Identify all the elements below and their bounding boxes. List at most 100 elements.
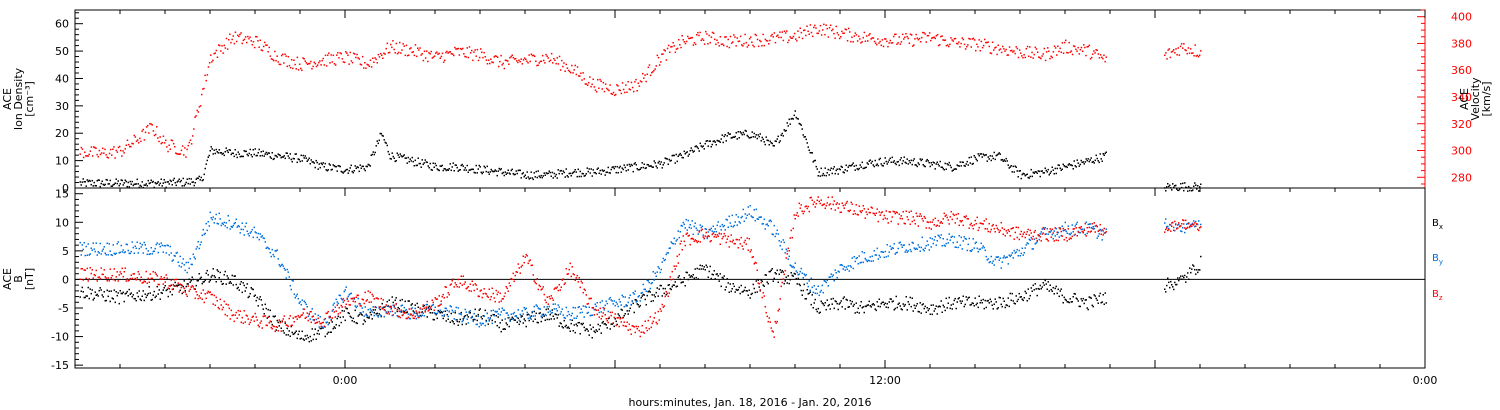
- top-series-velocity-point: [489, 62, 491, 65]
- top-series-velocity-point: [485, 59, 488, 61]
- bottom-series-by-point: [1040, 231, 1042, 233]
- bottom-series-bx-point: [350, 316, 352, 319]
- top-series-density-point: [699, 142, 701, 145]
- top-series-density-point: [153, 186, 155, 189]
- bottom-series-by-point: [551, 311, 553, 314]
- bottom-series-bx-point: [398, 308, 400, 310]
- bottom-series-bx-point: [128, 288, 130, 291]
- bottom-series-bx-point: [636, 303, 638, 305]
- top-series-density-point: [578, 175, 580, 178]
- bottom-series-bx-point: [94, 291, 96, 293]
- top-series-density-point: [936, 161, 938, 163]
- bottom-series-bx-point: [839, 302, 841, 304]
- top-series-velocity-point: [207, 66, 210, 68]
- bottom-series-bx-point: [351, 320, 353, 322]
- top-series-velocity-point: [761, 44, 763, 47]
- top-series-density-point: [917, 162, 919, 164]
- top-series-velocity-point: [433, 55, 436, 57]
- top-series-velocity-point: [774, 41, 777, 44]
- bottom-series-bx-point: [842, 297, 844, 300]
- bottom-series-bz-point: [341, 306, 343, 308]
- bottom-series-bz-point: [429, 307, 431, 309]
- bottom-series-bz-point: [496, 293, 498, 296]
- top-series-velocity-point: [122, 150, 124, 152]
- bottom-series-bz-point: [546, 296, 548, 298]
- bottom-series-by-point: [1087, 223, 1089, 226]
- bottom-series-by-point: [557, 304, 559, 306]
- bottom-series-bx-point: [1031, 290, 1033, 292]
- top-series-density-point: [830, 167, 832, 169]
- top-series-velocity-point: [564, 70, 566, 72]
- bottom-series-bz-point: [343, 299, 345, 302]
- bottom-series-bx-point: [342, 316, 344, 318]
- top-series-velocity-point: [725, 36, 727, 38]
- top-series-density-point: [336, 170, 338, 172]
- bottom-series-bx-point: [610, 323, 612, 325]
- bottom-series-by-point: [630, 304, 632, 306]
- bottom-series-by-point: [728, 215, 730, 218]
- bottom-series-by-point: [176, 251, 178, 254]
- bottom-series-bz-point: [705, 231, 707, 234]
- bottom-series-by-point: [687, 219, 689, 222]
- bottom-series-bx-point: [386, 300, 388, 303]
- top-series-velocity-point: [203, 87, 205, 90]
- bottom-series-bx-point: [764, 274, 766, 276]
- top-series-density-point: [204, 167, 206, 170]
- bottom-series-by-point: [839, 264, 841, 266]
- top-series-velocity-point: [944, 39, 947, 41]
- bottom-series-bz-point: [766, 315, 768, 318]
- bottom-series-by-point: [443, 314, 445, 316]
- bottom-series-bx-point: [957, 298, 959, 300]
- bottom-series-bz-point: [794, 218, 796, 220]
- top-series-velocity-point: [565, 63, 567, 66]
- top-series-density-point: [926, 158, 928, 161]
- top-series-density-point: [102, 183, 104, 186]
- top-series-velocity-point: [1098, 57, 1101, 59]
- bottom-series-by-point: [819, 291, 821, 293]
- top-series-density-point: [256, 154, 258, 157]
- top-series-velocity-point: [152, 130, 155, 132]
- bottom-series-by-point: [480, 324, 482, 326]
- bottom-series-by-point: [553, 308, 555, 310]
- top-series-velocity-point: [924, 33, 926, 35]
- bottom-series-bx-point: [447, 318, 449, 320]
- top-series-velocity-point: [508, 63, 510, 65]
- top-series-velocity-point: [181, 145, 184, 147]
- bottom-series-bx-point: [1002, 297, 1004, 300]
- bottom-series-by-point: [976, 247, 978, 250]
- bottom-series-by-point: [233, 222, 235, 225]
- bottom-series-bz-point: [396, 308, 398, 311]
- bottom-series-bx-point: [752, 283, 754, 286]
- bottom-series-bx-point: [134, 298, 136, 300]
- bottom-series-by-point: [331, 310, 333, 312]
- top-series-velocity-point: [287, 56, 290, 58]
- top-series-velocity-point: [1096, 49, 1098, 52]
- bottom-series-bz-point: [127, 280, 129, 282]
- bottom-series-bz-point: [215, 296, 217, 299]
- bottom-series-bx-point: [187, 283, 189, 285]
- bottom-tick-label: 0: [62, 273, 69, 286]
- bottom-series-bx-point: [507, 317, 509, 319]
- bottom-series-bz-point: [194, 297, 196, 300]
- top-series-velocity-point: [468, 46, 471, 48]
- bottom-series-bx-point: [519, 320, 521, 323]
- bottom-series-by-point: [861, 251, 863, 253]
- bottom-series-bx-point: [588, 334, 590, 336]
- bottom-series-bz-point: [534, 281, 536, 284]
- top-series-density-point: [450, 169, 452, 172]
- top-series-velocity-point: [258, 46, 260, 48]
- bottom-series-bz-point: [728, 246, 730, 248]
- bottom-series-bx-point: [972, 302, 974, 305]
- top-series-density-point: [847, 166, 849, 168]
- top-series-velocity-point: [325, 65, 328, 67]
- top-series-density-point: [338, 165, 340, 167]
- bottom-series-bz-point: [349, 304, 351, 306]
- top-series-density-point: [239, 155, 241, 158]
- top-series-velocity-point: [1088, 44, 1091, 47]
- bottom-series-bx-point: [336, 317, 338, 320]
- bottom-series-by-point: [661, 261, 663, 263]
- bottom-series-by-point: [119, 251, 121, 254]
- top-series-density-point: [827, 168, 829, 171]
- top-series-velocity-point: [233, 42, 236, 45]
- bottom-series-bz-point: [638, 329, 640, 332]
